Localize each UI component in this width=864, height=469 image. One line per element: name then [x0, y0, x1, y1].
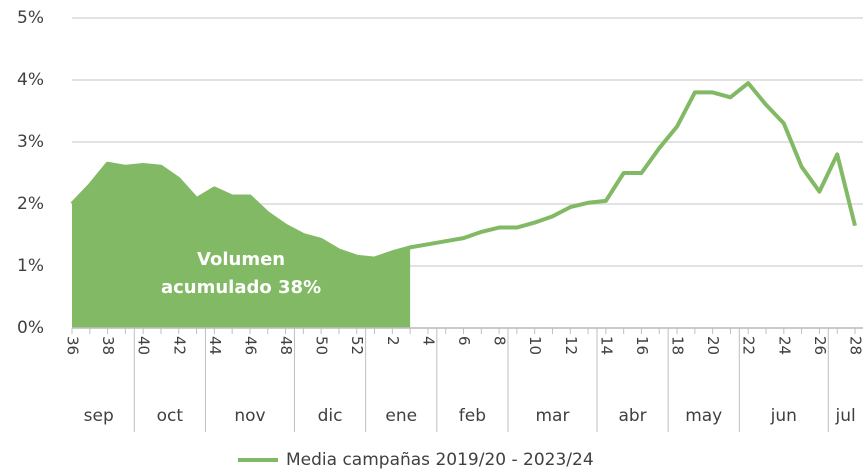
x-tick-label: 8 — [491, 336, 509, 346]
x-tick-label: 28 — [847, 336, 864, 355]
y-tick-label: 1% — [17, 256, 44, 276]
y-tick-label: 3% — [17, 132, 44, 152]
x-tick-label: 14 — [597, 336, 615, 355]
shaded-area — [72, 163, 411, 328]
month-label: jun — [770, 406, 797, 426]
x-tick-label: 40 — [135, 336, 153, 355]
month-label: jul — [835, 406, 856, 426]
x-tick-label: 12 — [562, 336, 580, 355]
x-tick-label: 50 — [313, 336, 331, 355]
x-tick-label: 46 — [241, 336, 259, 355]
x-tick-label: 36 — [64, 336, 82, 355]
month-label: abr — [618, 406, 646, 426]
x-tick-label: 48 — [277, 336, 295, 355]
month-label: may — [685, 406, 722, 426]
month-label: sep — [84, 406, 114, 426]
x-tick-label: 42 — [170, 336, 188, 355]
x-tick-label: 22 — [740, 336, 758, 355]
x-tick-label: 24 — [775, 336, 793, 355]
annotation: Volumen — [197, 249, 285, 270]
y-tick-label: 5% — [17, 8, 44, 28]
x-tick-label: 4 — [419, 336, 437, 346]
x-tick-label: 20 — [704, 336, 722, 355]
month-label: mar — [535, 406, 569, 426]
x-tick-label: 52 — [348, 336, 366, 355]
month-label: oct — [157, 406, 184, 426]
x-tick-label: 44 — [206, 336, 224, 355]
month-label: ene — [385, 406, 417, 426]
legend-label: Media campañas 2019/20 - 2023/24 — [286, 450, 594, 469]
y-tick-label: 0% — [17, 318, 44, 338]
line-series — [70, 81, 857, 261]
annotation: acumulado 38% — [161, 277, 321, 298]
x-tick-label: 16 — [633, 336, 651, 355]
x-tick-label: 10 — [526, 336, 544, 355]
x-tick-label: 26 — [811, 336, 829, 355]
x-tick-label: 38 — [99, 336, 117, 355]
x-tick-label: 6 — [455, 336, 473, 346]
month-label: feb — [459, 406, 486, 426]
x-tick-label: 2 — [384, 336, 402, 346]
month-label: nov — [234, 406, 265, 426]
y-tick-label: 4% — [17, 70, 44, 90]
month-label: dic — [318, 406, 343, 426]
x-tick-label: 18 — [669, 336, 687, 355]
y-tick-label: 2% — [17, 194, 44, 214]
